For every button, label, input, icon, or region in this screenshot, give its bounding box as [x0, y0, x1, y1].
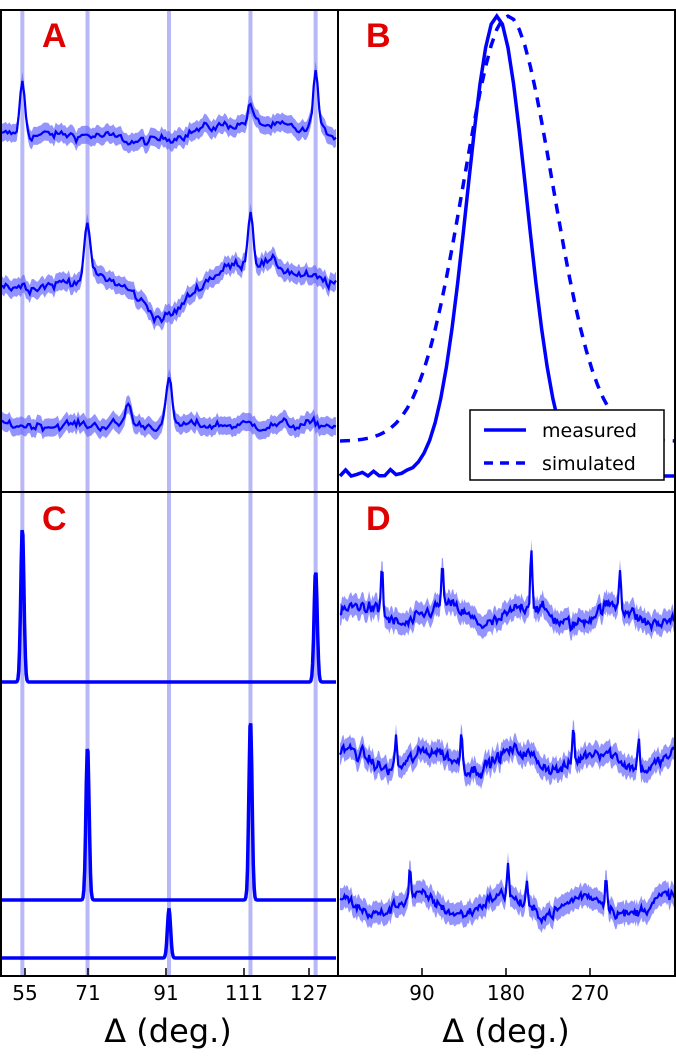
- panel-a-line-1: [1, 69, 337, 146]
- panel-c-line-2: [2, 722, 336, 902]
- panel-a-plot: [1, 61, 337, 440]
- tick-label-127: 127: [290, 981, 328, 1005]
- legend-measured-label: measured: [542, 420, 637, 442]
- panel-d-band-2: [340, 719, 676, 790]
- panel-d-plot: [339, 539, 676, 933]
- panel-label-b: B: [366, 17, 391, 55]
- panel-d-line-3: [339, 862, 676, 926]
- tick-label-91: 91: [153, 981, 178, 1005]
- x-axis-title-right: Δ (deg.): [442, 1012, 570, 1050]
- tick-label-90: 90: [409, 981, 434, 1005]
- x-ticks-right: 90 180 270: [409, 968, 609, 1005]
- legend-simulated-label: simulated: [542, 453, 636, 475]
- x-ticks-left: 55 71 91 111 127: [12, 968, 328, 1005]
- panel-label-a: A: [42, 17, 67, 55]
- legend: measured simulated: [469, 409, 665, 481]
- legend-box: [469, 409, 665, 481]
- tick-label-71: 71: [75, 981, 100, 1005]
- panel-d-line-2: [339, 729, 676, 779]
- panel-label-d: D: [366, 500, 391, 538]
- panel-a-band-1: [2, 61, 336, 154]
- panel-d-line-1: [339, 550, 676, 633]
- panel-label-c: C: [42, 500, 67, 538]
- tick-label-180: 180: [487, 981, 525, 1005]
- panel-a-band-3: [2, 368, 336, 440]
- tick-label-55: 55: [12, 981, 37, 1005]
- panel-a-line-3: [1, 377, 337, 433]
- panel-c-line-3: [2, 908, 336, 960]
- panel-c-plot: [2, 529, 336, 960]
- tick-label-111: 111: [225, 981, 263, 1005]
- x-axis-title-left: Δ (deg.): [104, 1012, 232, 1050]
- panel-a-line-2: [1, 211, 337, 325]
- tick-label-270: 270: [571, 981, 609, 1005]
- panel-c-line-1: [2, 529, 336, 684]
- panel-b-line-simulated: [339, 14, 676, 443]
